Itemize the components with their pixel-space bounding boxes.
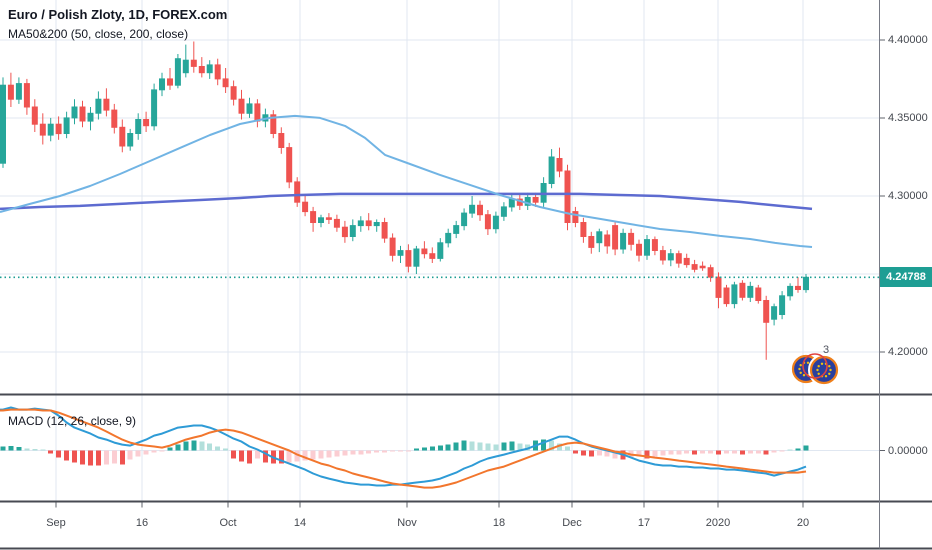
time-axis-label: Sep bbox=[46, 517, 66, 529]
time-axis-label: Oct bbox=[219, 517, 237, 529]
price-axis-label: 4.35000 bbox=[888, 111, 928, 124]
symbol-title[interactable]: Euro / Polish Zloty, 1D, FOREX.com bbox=[8, 7, 228, 22]
time-axis-label: 17 bbox=[637, 517, 651, 529]
price-axis-label: 4.30000 bbox=[888, 190, 928, 202]
time-axis-label: 14 bbox=[293, 517, 307, 529]
last-price-badge: 4.24788 bbox=[880, 267, 932, 288]
macd-indicator-label[interactable]: MACD (12, 26, close, 9) bbox=[8, 414, 137, 428]
time-axis-label: Nov bbox=[397, 517, 417, 529]
price-axis-label: 4.40000 bbox=[888, 33, 928, 46]
ma-overlay-label[interactable]: MA50&200 (50, close, 200, close) bbox=[8, 27, 189, 41]
time-axis-label: 2020 bbox=[705, 517, 731, 529]
price-axis-label: 4.20000 bbox=[888, 346, 928, 358]
time-axis-label: 16 bbox=[135, 517, 149, 529]
time-axis-label: 20 bbox=[796, 517, 810, 529]
macd-zero-label: 0.00000 bbox=[888, 444, 928, 457]
ideas-count-badge[interactable]: 3 bbox=[823, 344, 830, 356]
time-axis-label: Dec bbox=[562, 517, 582, 529]
time-axis-label: 18 bbox=[492, 517, 506, 529]
candles bbox=[0, 41, 809, 360]
ideas-avatars-icon bbox=[791, 353, 840, 386]
